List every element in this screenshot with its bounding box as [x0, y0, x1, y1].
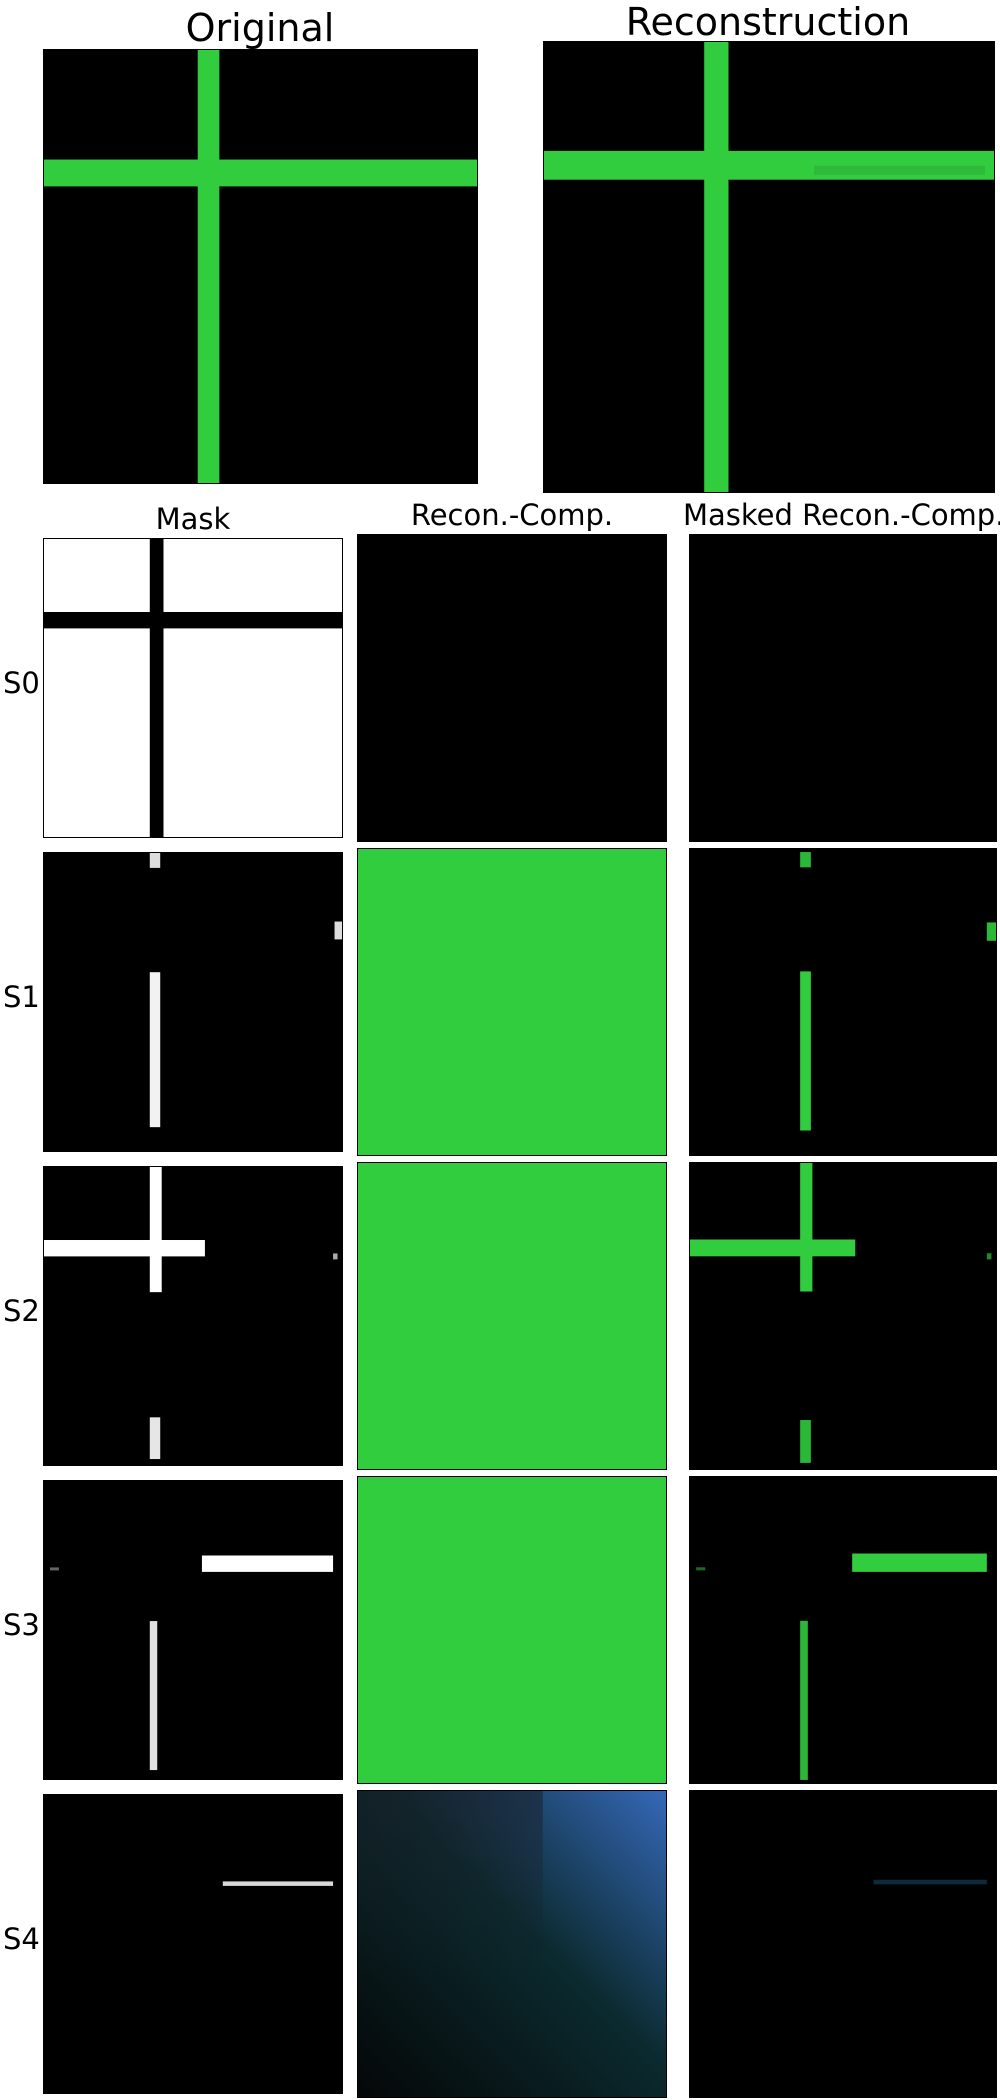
s3-recon-comp — [357, 1476, 667, 1784]
s2-recon-comp — [357, 1162, 667, 1470]
row-label-s4: S4 — [3, 1922, 40, 1956]
s3-masked-recon-comp — [689, 1476, 997, 1784]
column-header-mask: Mask — [155, 502, 231, 536]
original-image — [43, 49, 478, 484]
s1-recon-comp — [357, 848, 667, 1156]
s0-mask — [43, 538, 343, 838]
s4-recon-comp — [357, 1790, 667, 2098]
s2-mask — [43, 1166, 343, 1466]
row-label-s1: S1 — [3, 980, 40, 1014]
s0-masked-recon-comp — [689, 534, 997, 842]
column-header-recon-comp: Recon.-Comp. — [410, 498, 614, 532]
reconstruction-title: Reconstruction — [625, 0, 911, 44]
s4-mask — [43, 1794, 343, 2094]
row-label-s0: S0 — [3, 666, 40, 700]
s1-masked-recon-comp — [689, 848, 997, 1156]
s0-recon-comp — [357, 534, 667, 842]
s3-mask — [43, 1480, 343, 1780]
row-label-s3: S3 — [3, 1608, 40, 1642]
original-title: Original — [185, 6, 335, 50]
row-label-s2: S2 — [3, 1294, 40, 1328]
s1-mask — [43, 852, 343, 1152]
column-header-masked-recon-comp: Masked Recon.-Comp. — [683, 498, 1000, 532]
s2-masked-recon-comp — [689, 1162, 997, 1470]
s4-masked-recon-comp — [689, 1790, 997, 2098]
reconstruction-image — [543, 41, 995, 493]
